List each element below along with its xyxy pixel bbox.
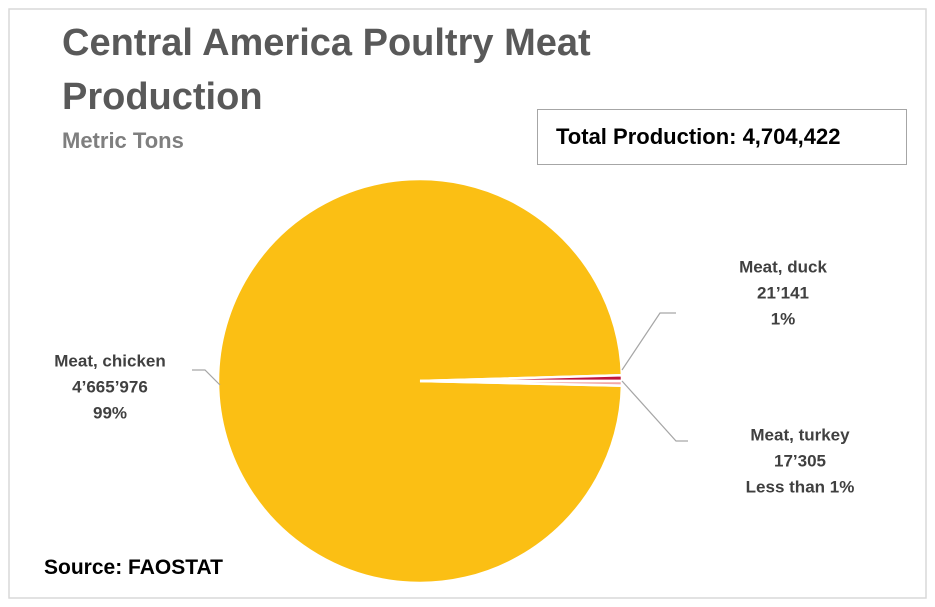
total-box: Total Production: 4,704,422 [537, 109, 907, 165]
data-label-percent: Less than 1% [746, 477, 855, 496]
data-label-percent: 99% [93, 403, 127, 422]
chart-title: Central America Poultry Meat Production [62, 22, 591, 118]
chart-subtitle: Metric Tons [62, 128, 184, 153]
data-label-value: 21’141 [757, 283, 809, 302]
chart-border [8, 8, 927, 599]
leader-line [621, 312, 676, 371]
data-label-category: Meat, turkey [750, 425, 850, 444]
data-label-value: 4’665’976 [72, 377, 148, 396]
data-label-percent: 1% [771, 309, 796, 328]
leader-line [192, 369, 221, 386]
data-label-category: Meat, chicken [54, 351, 166, 370]
data-label-category: Meat, duck [739, 257, 827, 276]
source-note: Source: FAOSTAT [44, 556, 223, 579]
data-label-value: 17’305 [774, 451, 826, 470]
leader-line [621, 380, 688, 442]
